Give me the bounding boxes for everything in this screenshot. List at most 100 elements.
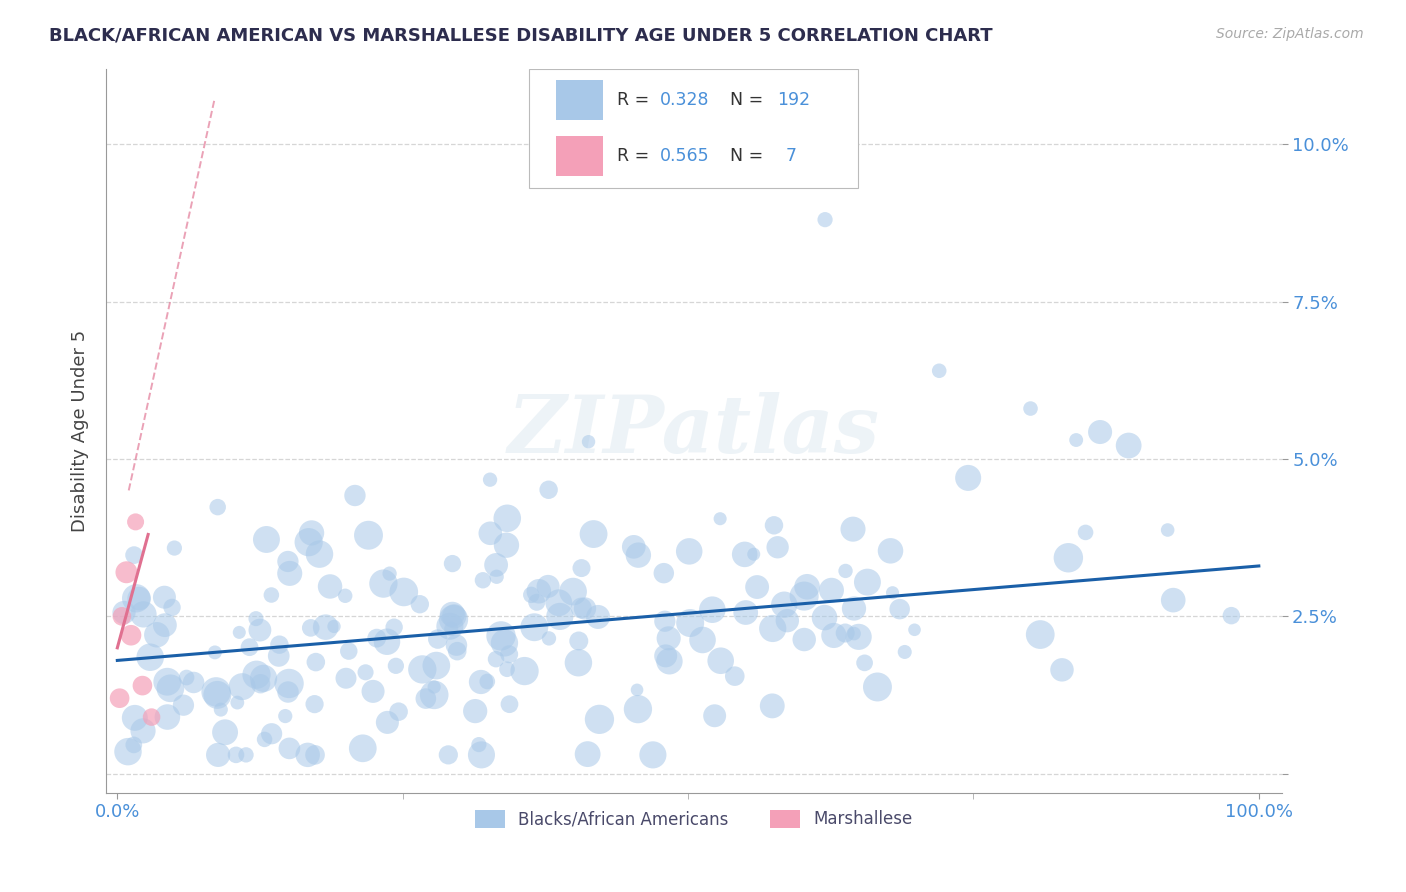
Point — [172, 698, 194, 713]
Point — [569, 601, 592, 615]
Point — [903, 623, 925, 637]
Point — [762, 518, 785, 533]
Point — [277, 554, 299, 568]
Point — [131, 679, 153, 693]
Point — [111, 609, 134, 624]
Point — [446, 644, 468, 658]
Point — [183, 675, 205, 690]
Point — [226, 696, 249, 710]
Point — [207, 500, 229, 515]
Point — [692, 632, 714, 647]
Point — [308, 547, 330, 561]
Point — [571, 561, 593, 575]
Point — [267, 648, 290, 663]
Point — [252, 671, 274, 685]
Point — [702, 603, 724, 617]
Point — [866, 680, 889, 694]
Point — [678, 544, 700, 558]
Text: 192: 192 — [778, 91, 810, 109]
Point — [586, 610, 609, 624]
Point — [654, 648, 676, 663]
Point — [496, 662, 519, 676]
Point — [882, 585, 904, 599]
Point — [128, 591, 150, 606]
Point — [335, 589, 357, 603]
Point — [494, 636, 516, 650]
Point — [709, 512, 731, 526]
Point — [761, 698, 783, 713]
Point — [928, 364, 950, 378]
Point — [842, 601, 865, 615]
Text: N =: N = — [730, 91, 769, 109]
Point — [382, 620, 405, 634]
Point — [335, 671, 357, 685]
Point — [879, 544, 901, 558]
Point — [766, 541, 789, 555]
Point — [776, 614, 799, 628]
Point — [652, 566, 675, 581]
Point — [278, 566, 301, 581]
Point — [207, 688, 229, 702]
Point — [479, 473, 502, 487]
Point — [388, 705, 411, 719]
Text: 7: 7 — [786, 147, 796, 165]
Point — [1118, 438, 1140, 452]
Point — [153, 591, 176, 605]
Point — [204, 645, 226, 659]
Point — [132, 723, 155, 738]
Point — [848, 630, 870, 644]
Point — [1074, 525, 1097, 540]
Point — [337, 644, 360, 658]
Point — [366, 631, 388, 645]
Point — [441, 607, 464, 622]
Point — [576, 747, 599, 761]
Point — [139, 650, 162, 665]
Point — [297, 747, 319, 762]
Point — [207, 747, 229, 762]
Point — [654, 614, 676, 628]
Point — [489, 629, 512, 643]
Point — [889, 602, 911, 616]
Point — [409, 597, 432, 611]
Point — [626, 682, 648, 697]
Point — [249, 676, 271, 690]
Point — [245, 612, 267, 626]
Legend: Blacks/African Americans, Marshallese: Blacks/African Americans, Marshallese — [468, 803, 920, 835]
FancyBboxPatch shape — [557, 136, 603, 177]
Point — [235, 747, 257, 762]
Point — [796, 580, 818, 594]
Point — [305, 655, 328, 669]
Point — [762, 622, 785, 636]
Point — [1064, 433, 1087, 447]
Point — [375, 634, 398, 648]
Point — [443, 609, 465, 624]
Point — [357, 528, 380, 542]
Point — [301, 525, 323, 540]
Point — [115, 566, 138, 580]
Point — [373, 576, 395, 591]
FancyBboxPatch shape — [529, 69, 859, 188]
Point — [1029, 627, 1052, 641]
Point — [485, 558, 508, 572]
Point — [343, 488, 366, 502]
Point — [588, 712, 610, 726]
Point — [773, 598, 796, 612]
Point — [214, 725, 236, 739]
Point — [304, 747, 326, 762]
Point — [153, 618, 176, 632]
Point — [477, 674, 499, 689]
Point — [470, 675, 492, 690]
Point — [319, 579, 342, 593]
Text: BLACK/AFRICAN AMERICAN VS MARSHALLESE DISABILITY AGE UNDER 5 CORRELATION CHART: BLACK/AFRICAN AMERICAN VS MARSHALLESE DI… — [49, 27, 993, 45]
Point — [485, 652, 508, 666]
Point — [464, 704, 486, 718]
Point — [377, 715, 399, 730]
Point — [439, 619, 461, 633]
Point — [108, 691, 131, 706]
Point — [378, 566, 401, 581]
Point — [745, 580, 768, 594]
Point — [513, 664, 536, 678]
Point — [249, 623, 271, 637]
Point — [834, 626, 856, 640]
Point — [323, 619, 346, 633]
